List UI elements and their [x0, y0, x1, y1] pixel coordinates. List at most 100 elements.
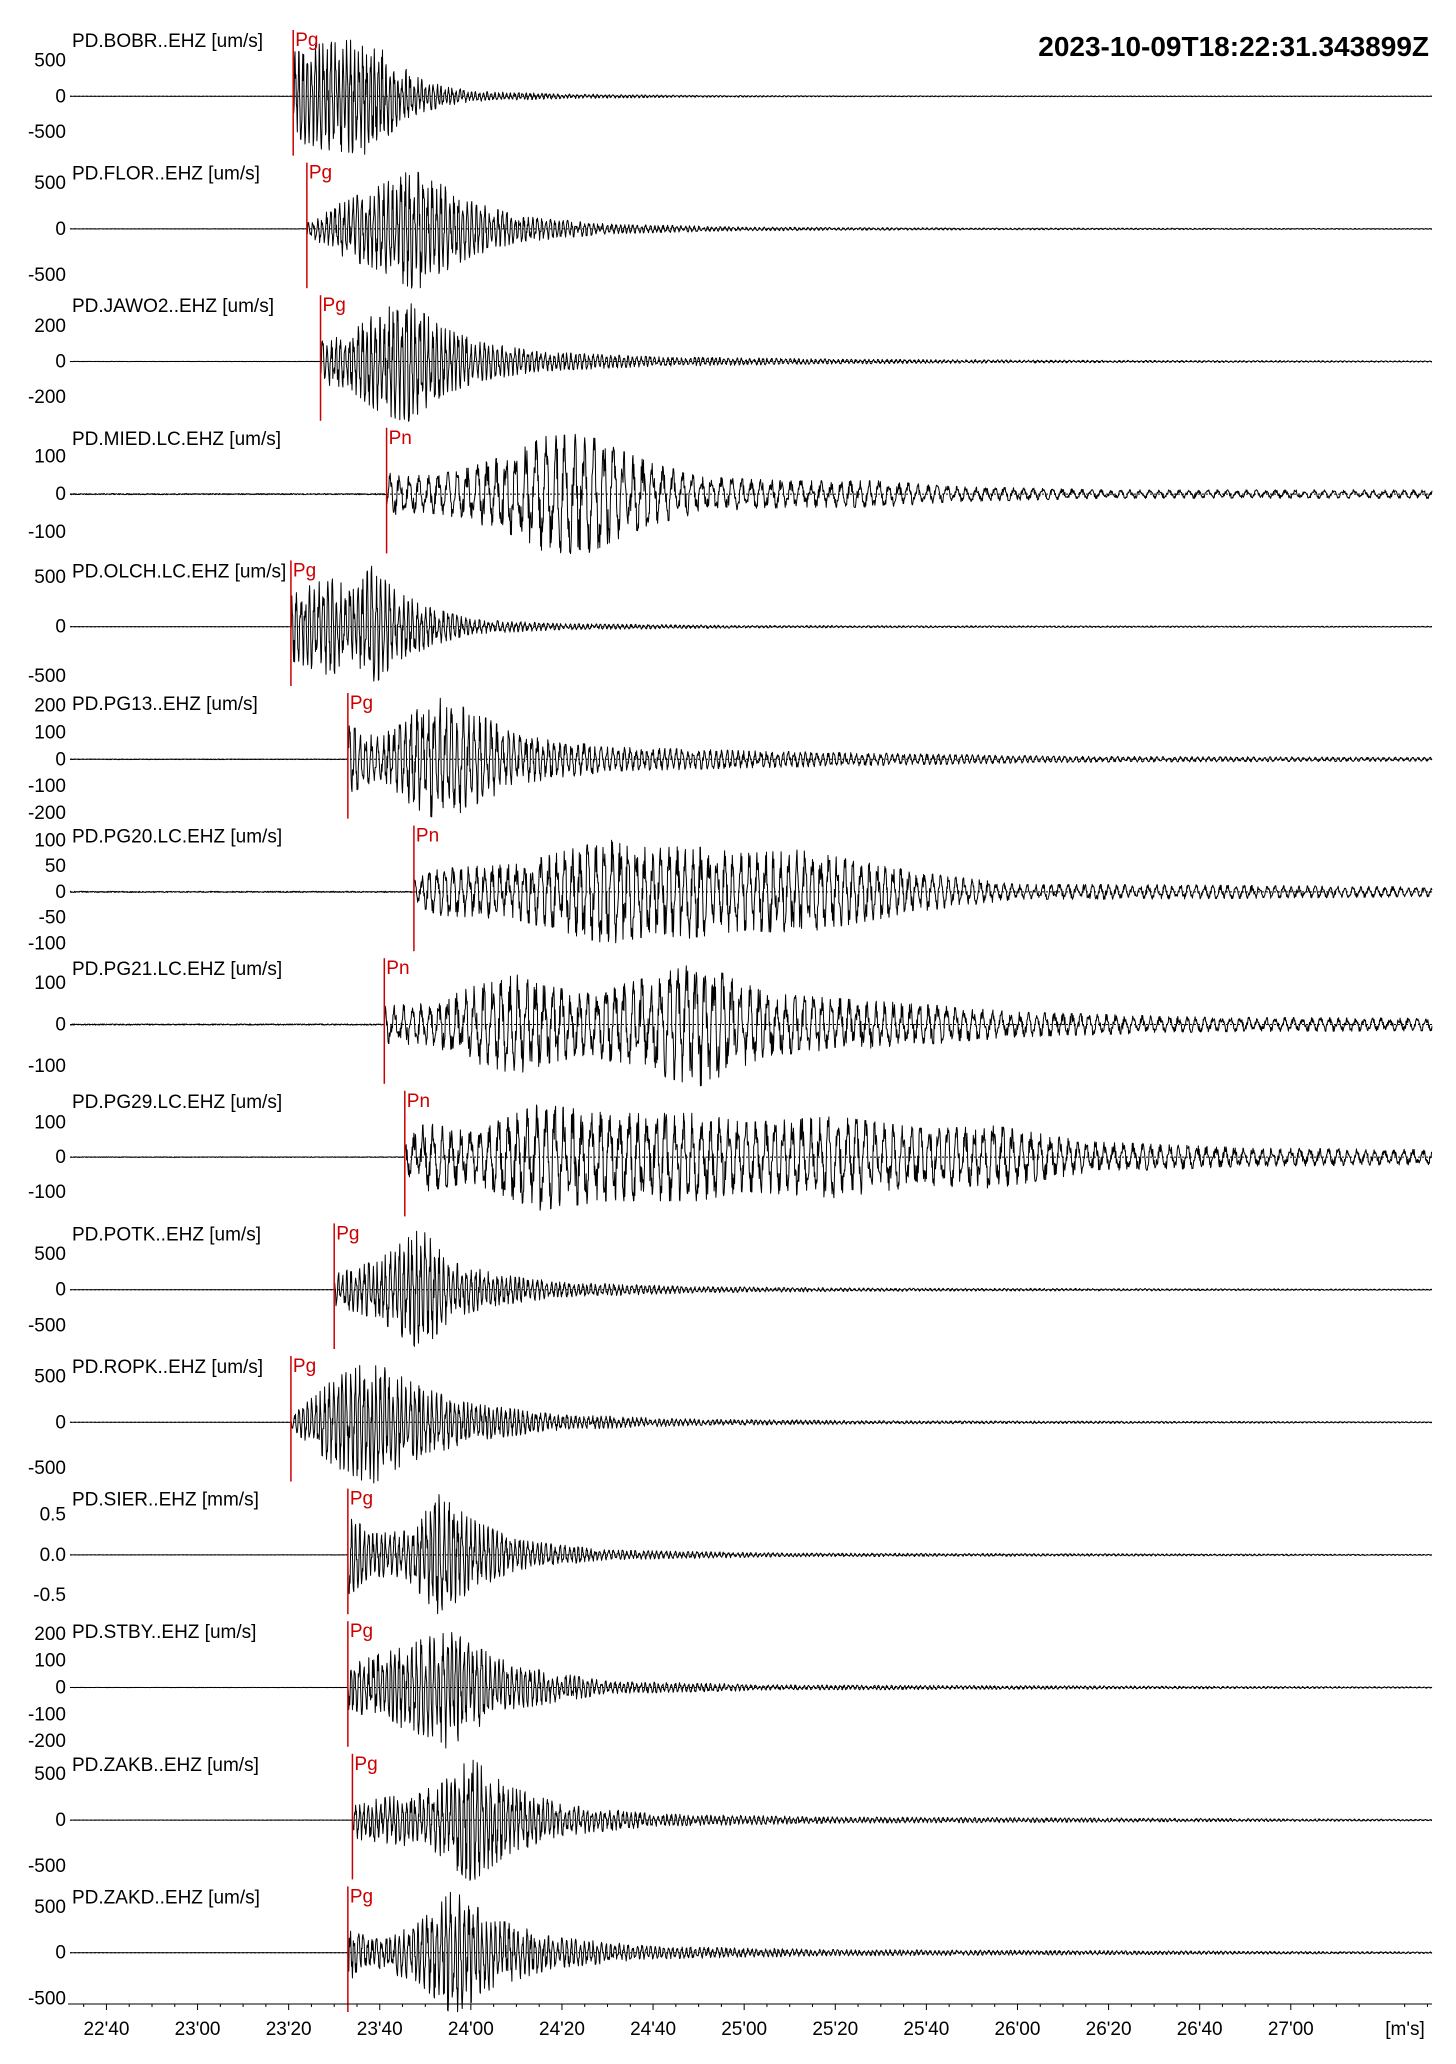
trace-label: PD.POTK..EHZ [um/s] [72, 1224, 261, 1245]
trace-panel: 500 0 -500 Pg PD.ZAKB..EHZ [um/s] [28, 1753, 1432, 1881]
trace-panel: 200 100 0 -100 -200 Pg PD.STBY..EHZ [um/s] [28, 1621, 1433, 1752]
trace-panel: 500 0 -500 Pg PD.BOBR..EHZ [um/s] [28, 30, 1433, 156]
x-tick-label: 25'40 [903, 2019, 949, 2040]
trace-label: PD.SIER..EHZ [mm/s] [72, 1490, 259, 1511]
y-tick-label: 500 [34, 1897, 66, 1918]
phase-pick-label: Pg [293, 560, 316, 581]
y-tick-label: -100 [28, 1704, 66, 1725]
y-tick-label: 100 [34, 973, 66, 994]
phase-pick-label: Pg [323, 295, 346, 316]
x-tick-label: 26'00 [995, 2019, 1041, 2040]
x-tick-label: 23'00 [175, 2019, 221, 2040]
phase-pick-label: Pg [350, 1886, 373, 1907]
y-tick-label: -200 [28, 803, 66, 824]
y-tick-label: 0 [55, 749, 66, 770]
trace-label: PD.PG21.LC.EHZ [um/s] [72, 959, 282, 980]
y-tick-label: 0.5 [40, 1505, 66, 1526]
x-tick-label: 27'00 [1268, 2019, 1314, 2040]
waveform-trace [69, 171, 1433, 289]
phase-pick-label: Pg [295, 30, 318, 51]
y-tick-label: 200 [34, 696, 66, 717]
trace-panel: 500 0 -500 Pg PD.ROPK..EHZ [um/s] [28, 1356, 1433, 1484]
waveform-trace [69, 1891, 1433, 2013]
trace-panel: 0.5 0.0 -0.5 Pg PD.SIER..EHZ [mm/s] [33, 1488, 1432, 1615]
trace-label: PD.PG13..EHZ [um/s] [72, 694, 258, 715]
y-tick-label: 0 [55, 617, 66, 638]
y-tick-label: -100 [28, 776, 66, 797]
y-tick-label: -50 [39, 908, 66, 929]
x-tick-label: 26'20 [1086, 2019, 1132, 2040]
y-tick-label: 500 [34, 1764, 66, 1785]
y-tick-label: 0 [55, 1943, 66, 1964]
y-tick-label: -500 [28, 1458, 66, 1479]
x-tick-label: 25'20 [812, 2019, 858, 2040]
y-tick-label: 500 [34, 51, 66, 72]
trace-panel: 200 0 -200 Pg PD.JAWO2..EHZ [um/s] [28, 295, 1433, 422]
waveform-trace [70, 1230, 1433, 1347]
trace-panel: 500 0 -500 Pg PD.ZAKD..EHZ [um/s] [28, 1886, 1433, 2013]
waveform-trace [69, 1365, 1433, 1484]
phase-pick-label: Pn [416, 826, 439, 847]
x-tick-label: 25'00 [721, 2019, 767, 2040]
trace-panel: 500 0 -500 Pg PD.POTK..EHZ [um/s] [28, 1223, 1433, 1349]
y-tick-label: 0 [55, 86, 66, 107]
y-tick-label: -500 [28, 265, 66, 286]
x-tick-label: 22'40 [83, 2019, 129, 2040]
y-tick-label: -100 [28, 1182, 66, 1203]
y-tick-label: 0 [55, 219, 66, 240]
x-tick-label: 24'00 [448, 2019, 494, 2040]
x-axis-unit-label: [m's] [1385, 2019, 1425, 2040]
trace-panel: 100 50 0 -50 -100 Pn PD.PG20.LC.EHZ [um/s] [28, 825, 1433, 954]
y-tick-label: 100 [34, 1112, 66, 1133]
x-tick-label: 26'40 [1177, 2019, 1223, 2040]
trace-panel: 500 0 -500 Pg PD.FLOR..EHZ [um/s] [28, 162, 1433, 289]
y-tick-label: -100 [28, 933, 66, 954]
y-tick-label: 0 [55, 1280, 66, 1301]
x-tick-label: 24'40 [630, 2019, 676, 2040]
y-tick-label: 500 [34, 173, 66, 194]
trace-label: PD.ZAKB..EHZ [um/s] [72, 1755, 259, 1776]
x-axis: [m's] 22'40 23'00 23'20 23'40 24'00 24'20 24'4… [68, 2003, 1432, 2040]
waveform-trace [69, 39, 1433, 155]
y-tick-label: -500 [28, 1989, 66, 2010]
y-tick-label: 0 [55, 1810, 66, 1831]
y-tick-label: 0 [55, 352, 66, 373]
y-tick-label: -200 [28, 387, 66, 408]
phase-pick-label: Pg [336, 1223, 359, 1244]
y-tick-label: 100 [34, 446, 66, 467]
trace-panel: 100 0 -100 Pn PD.PG21.LC.EHZ [um/s] [28, 958, 1433, 1087]
y-tick-label: -500 [28, 122, 66, 143]
phase-pick-label: Pn [407, 1091, 430, 1112]
phase-pick-label: Pn [389, 428, 412, 449]
phase-pick-label: Pg [354, 1754, 377, 1775]
y-tick-label: 100 [34, 1651, 66, 1672]
waveform-trace [69, 1104, 1433, 1211]
waveform-trace [70, 565, 1432, 682]
phase-pick-label: Pg [350, 1489, 373, 1510]
y-tick-label: 0 [55, 1678, 66, 1699]
waveform-trace [69, 1632, 1433, 1749]
y-tick-label: 100 [34, 830, 66, 851]
trace-label: PD.OLCH.LC.EHZ [um/s] [72, 561, 286, 582]
waveform-trace [69, 839, 1433, 944]
y-tick-label: -100 [28, 1056, 66, 1077]
y-tick-label: 0.0 [40, 1545, 66, 1566]
waveform-trace [69, 433, 1433, 555]
trace-label: PD.PG20.LC.EHZ [um/s] [72, 827, 282, 848]
phase-pick-label: Pg [350, 693, 373, 714]
chart-title: 2023-10-09T18:22:31.343899Z [1038, 31, 1429, 62]
y-tick-label: -500 [28, 1315, 66, 1336]
trace-label: PD.STBY..EHZ [um/s] [72, 1622, 256, 1643]
y-tick-label: 100 [34, 723, 66, 744]
y-tick-label: -500 [28, 1856, 66, 1877]
y-tick-label: 0 [55, 484, 66, 505]
y-tick-label: 500 [34, 1244, 66, 1265]
x-tick-label: 24'20 [539, 2019, 585, 2040]
trace-label: PD.BOBR..EHZ [um/s] [72, 31, 263, 52]
y-tick-label: 500 [34, 567, 66, 588]
y-tick-label: 50 [45, 856, 66, 877]
phase-pick-label: Pn [386, 958, 409, 979]
y-tick-label: 0 [55, 1015, 66, 1036]
trace-panel: 200 100 0 -100 -200 Pg PD.PG13..EHZ [um/s] [28, 693, 1433, 824]
trace-panel: 500 0 -500 Pg PD.OLCH.LC.EHZ [um/s] [28, 560, 1432, 687]
